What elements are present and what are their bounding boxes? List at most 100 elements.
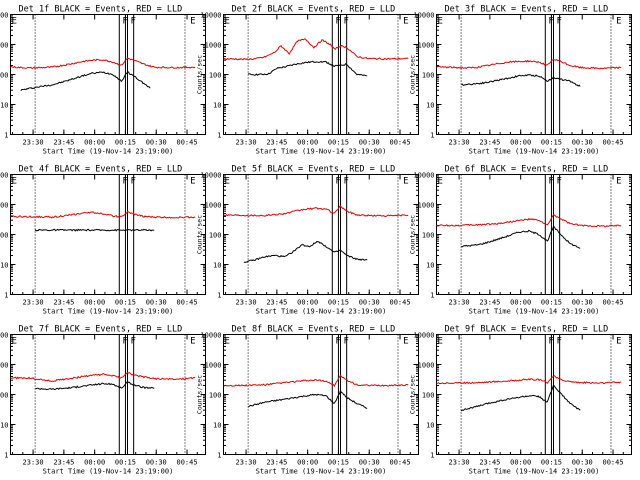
y-tick-label: 1 bbox=[4, 452, 8, 460]
panel-title: Det 4f BLACK = Events, RED = LLD bbox=[19, 165, 183, 175]
e-marker-label: E bbox=[616, 177, 621, 187]
x-tick-label: 00:15 bbox=[541, 459, 562, 467]
x-axis-label: Start Time (19-Nov-14 23:19:00) bbox=[256, 308, 387, 316]
x-tick-label: 00:15 bbox=[328, 299, 349, 307]
panel-det-9: Det 9f BLACK = Events, RED = LLD 1 10 100 10… bbox=[409, 325, 632, 476]
x-tick-label: 00:45 bbox=[602, 139, 623, 147]
e-marker-label: E bbox=[403, 17, 408, 27]
y-tick-label: 10 bbox=[426, 422, 434, 430]
x-tick-label: 23:45 bbox=[479, 299, 500, 307]
e-marker-label: E bbox=[438, 177, 443, 187]
e-marker-label: E bbox=[190, 17, 195, 27]
x-tick-label: 00:15 bbox=[541, 139, 562, 147]
x-tick-label: 23:30 bbox=[236, 459, 257, 467]
y-tick-label: 10 bbox=[0, 102, 8, 110]
x-tick-label: 23:45 bbox=[479, 139, 500, 147]
y-tick-label: 1 bbox=[217, 452, 221, 460]
series-events-line bbox=[460, 383, 581, 412]
y-axis-label: Counts/sec bbox=[196, 215, 204, 254]
x-tick-label: 00:30 bbox=[572, 139, 593, 147]
panel-title: Det 3f BLACK = Events, RED = LLD bbox=[445, 5, 609, 15]
e-marker-label: E bbox=[438, 337, 443, 347]
y-tick-label: 1000 bbox=[0, 362, 9, 370]
e-marker-label: E bbox=[12, 337, 17, 347]
f-marker-label: F bbox=[344, 177, 349, 187]
y-tick-label: 10 bbox=[213, 102, 221, 110]
flare-band bbox=[331, 174, 339, 295]
flare-band bbox=[127, 334, 135, 455]
y-tick-label: 1 bbox=[4, 292, 8, 300]
x-tick-label: 00:00 bbox=[84, 459, 105, 467]
y-tick-label: 10000 bbox=[0, 332, 9, 340]
panel-title: Det 1f BLACK = Events, RED = LLD bbox=[19, 5, 183, 15]
series-events-line bbox=[35, 380, 155, 391]
x-tick-label: 23:30 bbox=[23, 459, 44, 467]
e-marker-label: E bbox=[190, 337, 195, 347]
y-tick-label: 1 bbox=[430, 132, 434, 140]
flare-band bbox=[127, 174, 135, 295]
panel-title: Det 5f BLACK = Events, RED = LLD bbox=[232, 165, 396, 175]
f-marker-label: F bbox=[335, 17, 340, 27]
x-tick-label: 00:45 bbox=[389, 459, 410, 467]
f-marker-label: F bbox=[335, 337, 340, 347]
e-marker-label: E bbox=[190, 177, 195, 187]
e-marker-label: E bbox=[403, 177, 408, 187]
f-marker-label: F bbox=[557, 17, 562, 27]
series-lld-line bbox=[223, 38, 409, 61]
f-marker-label: F bbox=[131, 177, 136, 187]
f-marker-label: F bbox=[131, 17, 136, 27]
flare-band bbox=[127, 14, 135, 135]
x-tick-label: 23:30 bbox=[23, 139, 44, 147]
e-marker-label: E bbox=[616, 337, 621, 347]
x-tick-label: 00:00 bbox=[510, 459, 531, 467]
y-tick-label: 1000 bbox=[418, 42, 435, 50]
x-tick-label: 00:30 bbox=[146, 139, 167, 147]
x-tick-label: 00:15 bbox=[541, 299, 562, 307]
y-tick-label: 10 bbox=[426, 262, 434, 270]
y-tick-label: 10000 bbox=[0, 172, 9, 180]
e-marker-label: E bbox=[225, 17, 230, 27]
y-tick-label: 100 bbox=[209, 72, 222, 80]
y-axis-label: Counts/sec bbox=[409, 55, 417, 94]
x-axis-label: Start Time (19-Nov-14 23:19:00) bbox=[469, 308, 600, 316]
flare-band bbox=[553, 334, 561, 455]
y-tick-label: 10000 bbox=[200, 332, 221, 340]
panel-title: Det 7f BLACK = Events, RED = LLD bbox=[19, 325, 183, 335]
x-tick-label: 00:00 bbox=[84, 139, 105, 147]
y-tick-label: 1 bbox=[217, 292, 221, 300]
x-tick-label: 23:45 bbox=[53, 299, 74, 307]
panel-det-4: Det 4f BLACK = Events, RED = LLD 1 10 100 10… bbox=[0, 165, 206, 316]
x-tick-label: 00:00 bbox=[297, 139, 318, 147]
panel-det-6: Det 6f BLACK = Events, RED = LLD 1 10 100 10… bbox=[409, 165, 632, 316]
x-tick-label: 23:30 bbox=[449, 139, 470, 147]
x-tick-label: 00:45 bbox=[176, 459, 197, 467]
x-tick-label: 00:00 bbox=[297, 299, 318, 307]
y-tick-label: 100 bbox=[0, 72, 9, 80]
y-tick-label: 100 bbox=[209, 392, 222, 400]
y-tick-label: 10000 bbox=[413, 172, 434, 180]
x-tick-label: 00:00 bbox=[297, 459, 318, 467]
series-lld-line bbox=[10, 57, 196, 70]
y-tick-label: 1000 bbox=[418, 362, 435, 370]
y-tick-label: 100 bbox=[0, 392, 9, 400]
y-tick-label: 100 bbox=[422, 232, 435, 240]
y-axis-label: Counts/sec bbox=[196, 375, 204, 414]
flare-band bbox=[544, 14, 552, 135]
e-marker-label: E bbox=[403, 337, 408, 347]
series-lld-line bbox=[223, 374, 409, 388]
y-tick-label: 10 bbox=[213, 422, 221, 430]
panel-title: Det 6f BLACK = Events, RED = LLD bbox=[445, 165, 609, 175]
f-marker-label: F bbox=[548, 337, 553, 347]
series-events-line bbox=[461, 225, 581, 249]
y-tick-label: 10 bbox=[0, 422, 8, 430]
x-tick-label: 00:15 bbox=[115, 459, 136, 467]
x-tick-label: 23:30 bbox=[23, 299, 44, 307]
f-marker-label: F bbox=[557, 337, 562, 347]
y-tick-label: 1000 bbox=[205, 42, 222, 50]
x-tick-label: 23:45 bbox=[266, 139, 287, 147]
x-tick-label: 00:15 bbox=[115, 299, 136, 307]
series-events-line bbox=[247, 389, 368, 409]
y-tick-label: 1000 bbox=[418, 202, 435, 210]
y-tick-label: 1000 bbox=[205, 362, 222, 370]
